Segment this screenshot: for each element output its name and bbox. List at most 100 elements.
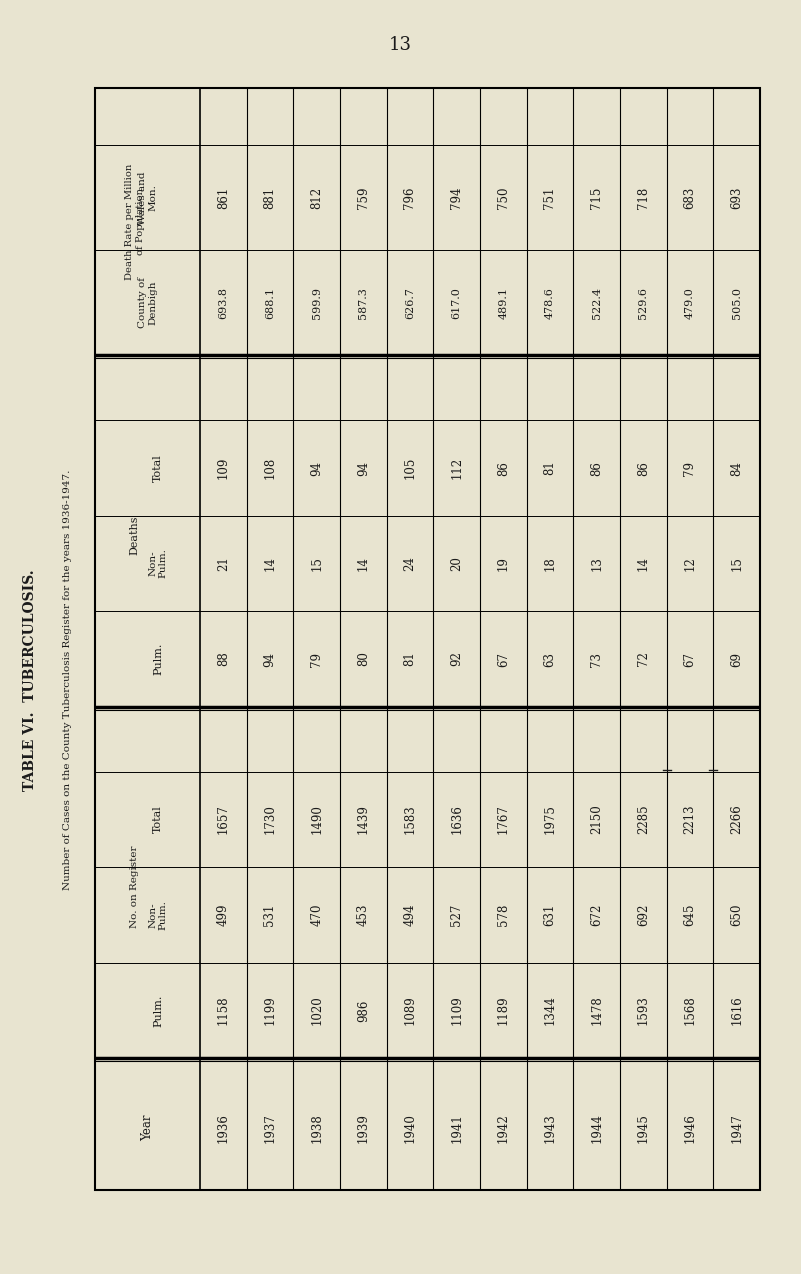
Text: 15: 15	[310, 557, 323, 571]
Text: 470: 470	[310, 903, 323, 926]
Text: 80: 80	[356, 651, 370, 666]
Text: 1945: 1945	[637, 1113, 650, 1143]
Text: 645: 645	[683, 903, 697, 926]
Text: 79: 79	[310, 651, 323, 666]
Text: 1189: 1189	[497, 996, 509, 1026]
Text: 81: 81	[404, 652, 417, 666]
Text: TABLE VI.  TUBERCULOSIS.: TABLE VI. TUBERCULOSIS.	[23, 569, 37, 791]
Text: 2150: 2150	[590, 805, 603, 834]
Text: Total: Total	[153, 455, 163, 482]
Text: Deaths: Deaths	[130, 515, 140, 554]
Text: 1937: 1937	[264, 1113, 276, 1143]
Text: 796: 796	[404, 186, 417, 209]
Text: 73: 73	[590, 651, 603, 666]
Text: 1020: 1020	[310, 995, 323, 1026]
Text: County of
Denbigh: County of Denbigh	[138, 278, 157, 329]
Text: 12: 12	[683, 557, 697, 571]
Text: 693.8: 693.8	[219, 287, 228, 318]
Text: Pulm.: Pulm.	[153, 643, 163, 675]
Text: 489.1: 489.1	[498, 287, 509, 318]
Text: 1939: 1939	[356, 1113, 370, 1143]
Text: 72: 72	[637, 651, 650, 666]
Text: 531: 531	[264, 903, 276, 926]
Text: 578: 578	[497, 903, 509, 926]
Text: 453: 453	[356, 903, 370, 926]
Text: 15: 15	[731, 557, 743, 571]
Text: 692: 692	[637, 903, 650, 926]
Text: 617.0: 617.0	[452, 287, 461, 318]
Text: 67: 67	[683, 651, 697, 666]
Text: 812: 812	[310, 187, 323, 209]
Text: 1767: 1767	[497, 805, 509, 834]
Text: 63: 63	[544, 651, 557, 666]
Text: 505.0: 505.0	[731, 287, 742, 318]
Text: 693: 693	[731, 186, 743, 209]
Text: 94: 94	[264, 651, 276, 666]
Text: Year: Year	[141, 1115, 154, 1142]
Text: 861: 861	[217, 187, 230, 209]
Text: 631: 631	[544, 903, 557, 926]
Text: 751: 751	[544, 186, 557, 209]
Text: 69: 69	[731, 651, 743, 666]
Text: 109: 109	[217, 457, 230, 479]
Text: 86: 86	[637, 461, 650, 475]
Text: 688.1: 688.1	[265, 287, 275, 318]
Text: Non-
Pulm.: Non- Pulm.	[148, 549, 167, 578]
Text: Death Rate per Million
of Population: Death Rate per Million of Population	[125, 163, 145, 280]
Text: 13: 13	[388, 36, 412, 54]
Text: Number of Cases on the County Tuberculosis Register for the years 1936-1947.: Number of Cases on the County Tuberculos…	[63, 470, 73, 891]
Text: 1158: 1158	[217, 996, 230, 1026]
Text: 1944: 1944	[590, 1113, 603, 1143]
Text: 67: 67	[497, 651, 509, 666]
Text: 1975: 1975	[544, 805, 557, 834]
Text: 1593: 1593	[637, 995, 650, 1026]
Text: 715: 715	[590, 186, 603, 209]
Text: 650: 650	[731, 903, 743, 926]
Text: 88: 88	[217, 652, 230, 666]
Bar	[95, 88, 760, 1190]
Text: 14: 14	[264, 557, 276, 571]
Text: 1109: 1109	[450, 995, 463, 1026]
Text: 24: 24	[404, 557, 417, 571]
Text: 529.6: 529.6	[638, 287, 648, 318]
Text: 86: 86	[590, 461, 603, 475]
Text: 794: 794	[450, 186, 463, 209]
Text: 14: 14	[637, 557, 650, 571]
Text: 14: 14	[356, 557, 370, 571]
Text: Non-
Pulm.: Non- Pulm.	[148, 899, 167, 930]
Text: 718: 718	[637, 187, 650, 209]
Text: 1583: 1583	[404, 805, 417, 834]
Text: Total: Total	[153, 805, 163, 833]
Text: 1089: 1089	[404, 995, 417, 1026]
Text: 672: 672	[590, 903, 603, 926]
Text: 494: 494	[404, 903, 417, 926]
Text: Pulm.: Pulm.	[153, 994, 163, 1027]
Text: 21: 21	[217, 557, 230, 571]
Text: 1942: 1942	[497, 1113, 509, 1143]
Text: 986: 986	[356, 999, 370, 1022]
Text: 1478: 1478	[590, 995, 603, 1026]
Text: 1568: 1568	[683, 995, 697, 1026]
Text: 750: 750	[497, 186, 509, 209]
Text: 683: 683	[683, 186, 697, 209]
Text: 13: 13	[590, 557, 603, 571]
Text: 478.6: 478.6	[545, 287, 555, 318]
Text: 1490: 1490	[310, 805, 323, 834]
Text: 19: 19	[497, 557, 509, 571]
Text: 1947: 1947	[731, 1113, 743, 1143]
Text: 1730: 1730	[264, 805, 276, 834]
Text: 1636: 1636	[450, 805, 463, 834]
Text: 20: 20	[450, 557, 463, 571]
Text: 2213: 2213	[683, 805, 697, 834]
Text: 1936: 1936	[217, 1113, 230, 1143]
Text: 86: 86	[497, 461, 509, 475]
Text: 527: 527	[450, 903, 463, 926]
Text: 92: 92	[450, 651, 463, 666]
Text: 94: 94	[356, 461, 370, 475]
Text: 84: 84	[731, 461, 743, 475]
Text: Wales and
Mon.: Wales and Mon.	[138, 171, 157, 224]
Text: 759: 759	[356, 186, 370, 209]
Text: 108: 108	[264, 457, 276, 479]
Text: 1199: 1199	[264, 995, 276, 1026]
Text: 18: 18	[544, 557, 557, 571]
